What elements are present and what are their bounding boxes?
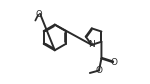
Text: N: N: [88, 40, 95, 49]
Text: O: O: [36, 10, 42, 19]
Text: O: O: [95, 66, 102, 75]
Text: O: O: [111, 58, 118, 67]
